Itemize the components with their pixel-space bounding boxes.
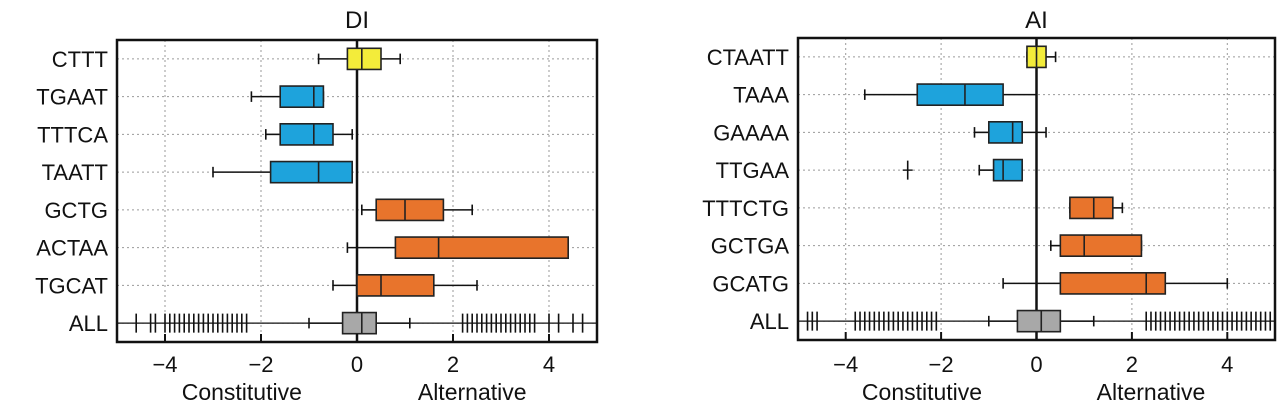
row-label: TAATT	[42, 160, 108, 185]
box-row-tttca: TTTCA	[37, 122, 354, 147]
row-label: GAAAA	[713, 120, 789, 145]
row-label: GCATG	[712, 271, 789, 296]
x-axis-label-left: Constitutive	[862, 379, 982, 405]
row-label: GCTG	[44, 198, 108, 223]
box-row-tgcat: TGCAT	[35, 273, 478, 298]
x-axis-label-right: Alternative	[1097, 379, 1206, 405]
x-axis-label-right: Alternative	[418, 379, 527, 405]
row-label: TGCAT	[35, 273, 108, 298]
box-row-all: ALL	[69, 311, 597, 336]
iqr-box	[375, 198, 445, 222]
row-label: ALL	[69, 311, 108, 336]
x-tick-label: −4	[833, 352, 858, 377]
box-row-tgaat: TGAAT	[36, 85, 325, 110]
iqr-box	[279, 85, 325, 108]
iqr-box	[279, 123, 334, 146]
box-row-cttt: CTTT	[52, 47, 402, 72]
box-row-ctaatt: CTAATT	[707, 45, 1057, 70]
row-label: ALL	[750, 309, 789, 334]
iqr-box	[987, 121, 1023, 144]
row-label: TTTCTG	[702, 196, 789, 221]
box-row-gaaaa: GAAAA	[713, 120, 1047, 145]
row-label: ACTAA	[36, 236, 108, 261]
iqr-box	[269, 160, 354, 184]
box-row-gctg: GCTG	[44, 198, 474, 223]
box-row-taaa: TAAA	[733, 83, 1038, 108]
iqr-box	[1069, 196, 1114, 220]
iqr-box	[356, 274, 435, 297]
iqr-box	[341, 311, 378, 335]
x-tick-label: 4	[543, 352, 555, 377]
box-row-taatt: TAATT	[42, 160, 354, 185]
row-label: TAAA	[733, 83, 789, 108]
chart-title: DI	[345, 7, 369, 34]
box-row-actaa: ACTAA	[36, 236, 570, 261]
x-tick-label: 0	[351, 352, 363, 377]
x-tick-label: 2	[447, 352, 459, 377]
row-label: TTTCA	[37, 122, 108, 147]
x-tick-label: 4	[1221, 352, 1233, 377]
iqr-box	[1059, 234, 1143, 257]
x-tick-label: −2	[929, 352, 954, 377]
box-row-gctga: GCTGA	[711, 234, 1143, 259]
iqr-box	[346, 47, 382, 71]
row-label: CTAATT	[707, 45, 789, 70]
x-tick-label: −4	[152, 352, 177, 377]
row-label: CTTT	[52, 47, 108, 72]
chart-panel-di: DI CTTT TGAAT TTTCA TAATT GCTG ACTAA TGCAT ALL −4…	[35, 7, 599, 405]
box-row-gcatg: GCATG	[712, 271, 1229, 296]
iqr-box	[394, 236, 569, 259]
row-label: GCTGA	[711, 234, 790, 259]
box-row-ttgaa: TTGAA	[716, 158, 1023, 183]
chart-title: AI	[1025, 7, 1048, 34]
x-axis-label-left: Constitutive	[182, 379, 302, 405]
iqr-box	[992, 158, 1023, 182]
x-tick-label: −2	[248, 352, 273, 377]
x-tick-label: 2	[1126, 352, 1138, 377]
box-row-all: ALL	[750, 309, 1275, 334]
chart-panel-ai: AI CTAATT TAAA GAAAA TTGAA TTTCTG GCTGA GCATG AL…	[702, 7, 1277, 405]
row-label: TTGAA	[716, 158, 790, 183]
iqr-box	[916, 83, 1004, 106]
box-row-tttctg: TTTCTG	[702, 196, 1124, 221]
x-tick-label: 0	[1030, 352, 1042, 377]
iqr-box	[1016, 309, 1062, 333]
iqr-box	[1059, 272, 1167, 295]
row-label: TGAAT	[36, 85, 108, 110]
